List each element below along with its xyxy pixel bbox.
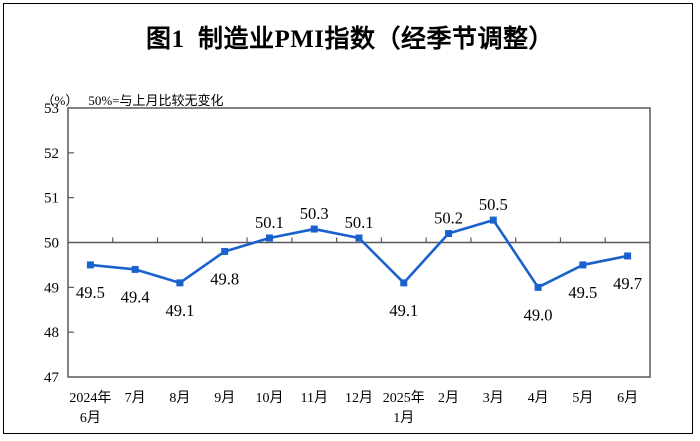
y-axis-label: 49	[44, 280, 59, 296]
x-axis-label: 2月	[438, 390, 459, 406]
data-point-marker	[310, 225, 318, 233]
data-value-label: 49.0	[524, 305, 553, 324]
x-axis-label: 11月	[300, 390, 327, 406]
x-axis-label: 7月	[125, 390, 146, 406]
y-axis-label: 52	[44, 146, 59, 162]
data-value-label: 50.3	[300, 204, 329, 223]
reference-note: 50%=与上月比较无变化	[88, 93, 224, 108]
data-point-marker	[400, 279, 408, 287]
data-value-label: 49.5	[568, 283, 597, 302]
data-value-label: 49.7	[613, 274, 642, 293]
x-axis-label: 8月	[169, 390, 190, 406]
data-point-marker	[176, 279, 184, 287]
y-axis-label: 53	[44, 101, 59, 117]
x-axis-label: 4月	[528, 390, 549, 406]
data-point-marker	[489, 216, 497, 224]
data-value-label: 50.1	[255, 213, 284, 232]
data-point-marker	[445, 230, 453, 238]
x-axis-label: 2024年	[69, 390, 111, 406]
data-point-marker	[624, 252, 632, 260]
x-axis-label: 6月	[80, 410, 101, 426]
chart-subtitle: （%） 50%=与上月比较无变化	[35, 74, 224, 109]
data-point-marker	[265, 234, 273, 242]
data-value-label: 49.1	[389, 301, 418, 320]
y-axis-label: 47	[44, 370, 60, 386]
data-point-marker	[534, 283, 542, 291]
data-value-label: 49.4	[121, 287, 150, 306]
data-value-label: 49.1	[165, 301, 194, 320]
data-value-label: 49.8	[210, 269, 239, 288]
y-axis-label: 51	[44, 191, 59, 207]
data-point-marker	[86, 261, 94, 269]
data-value-label: 49.5	[76, 283, 105, 302]
data-value-label: 50.5	[479, 195, 508, 214]
data-point-marker	[131, 265, 139, 273]
x-axis-label: 6月	[617, 390, 638, 406]
data-value-label: 50.1	[345, 213, 374, 232]
data-point-marker	[221, 247, 229, 255]
data-point-marker	[579, 261, 587, 269]
x-axis-label: 3月	[483, 390, 504, 406]
x-axis-label: 5月	[572, 390, 593, 406]
x-axis-label: 9月	[214, 390, 235, 406]
x-axis-label: 12月	[345, 390, 373, 406]
data-point-marker	[355, 234, 363, 242]
image-border-frame	[3, 3, 693, 434]
y-axis-label: 50	[44, 236, 59, 252]
y-axis-label: 48	[44, 325, 59, 341]
y-axis-unit-label: （%）	[41, 93, 79, 108]
x-axis-label: 2025年	[383, 390, 425, 406]
x-axis-label: 1月	[393, 410, 414, 426]
chart-title: 图1 制造业PMI指数（经季节调整）	[145, 26, 555, 53]
x-axis-label: 10月	[255, 390, 283, 406]
data-value-label: 50.2	[434, 209, 463, 228]
